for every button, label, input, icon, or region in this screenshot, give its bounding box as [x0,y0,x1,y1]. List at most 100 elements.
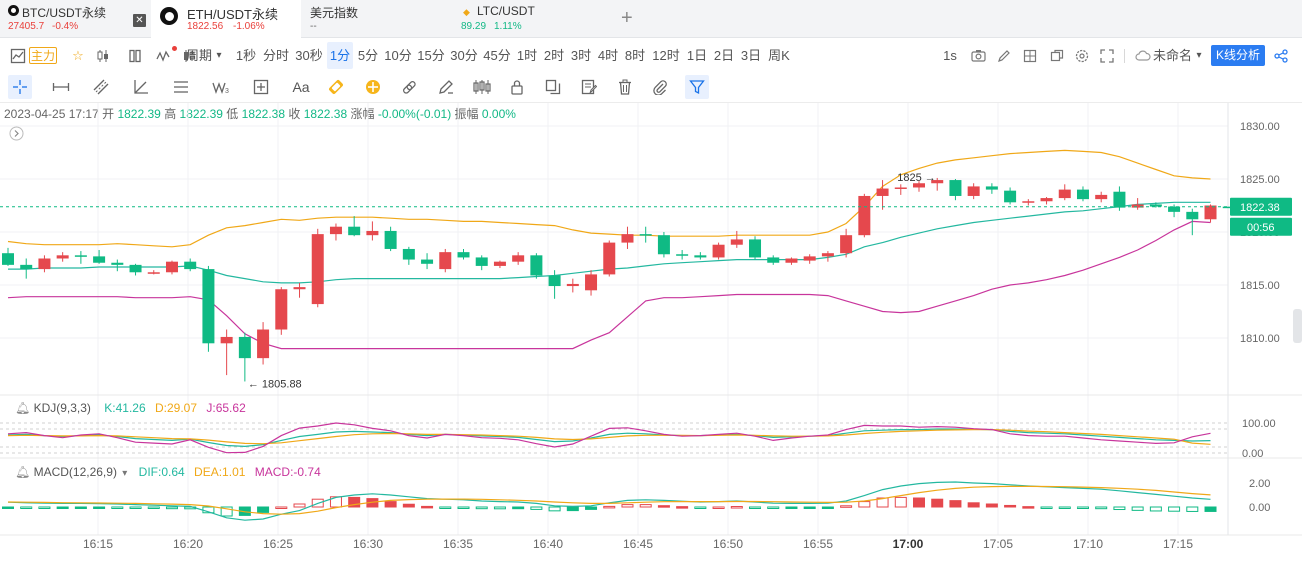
macd-bar [694,506,707,509]
crosshair-icon[interactable] [8,75,32,99]
notes-icon[interactable] [577,75,601,99]
edit-icon[interactable] [994,42,1014,69]
pen-tool-icon[interactable] [434,75,458,99]
indicator-icon[interactable] [153,42,173,69]
parallel-channel-icon[interactable] [89,75,113,99]
layout-chevron-down-icon[interactable]: ▾ [1196,50,1202,61]
interval-10[interactable]: 2时 [543,48,565,63]
main-force-button[interactable]: 主力 [29,47,57,64]
interval-12[interactable]: 4时 [597,48,619,63]
chevron-down-icon[interactable]: ▾ [216,50,222,61]
lock-icon[interactable] [505,75,529,99]
cloud-icon[interactable] [1133,42,1153,69]
tab-btc[interactable]: BTC/USDT永续 27405.7 -0.4% ✕ [0,0,150,38]
macd-chevron-down-icon[interactable]: ▾ [122,468,128,479]
side-scroll-handle[interactable] [1293,309,1302,343]
ruler-icon[interactable] [361,75,385,99]
macd-name[interactable]: MACD(12,26,9) [33,465,117,479]
macd-bar [1168,506,1181,512]
interval-16[interactable]: 2日 [713,48,735,63]
interval-7[interactable]: 30分 [450,48,478,63]
kdj-name[interactable]: KDJ(9,3,3) [33,401,91,415]
link-icon[interactable] [397,75,421,99]
interval-13[interactable]: 8时 [624,48,646,63]
fullscreen-icon[interactable] [1097,42,1117,69]
tab-eth-price: 1822.56 [187,21,224,32]
add-tab-icon[interactable]: + [621,7,633,29]
macd-bar [712,506,725,509]
magnet-icon[interactable] [324,75,348,99]
delete-icon[interactable] [613,75,637,99]
bell-icon[interactable]: 🔔︎ [15,465,31,479]
candles-icon[interactable] [93,42,113,69]
settings-icon[interactable] [1072,42,1092,69]
close-value: 1822.38 [303,107,348,121]
attach-icon[interactable] [648,75,672,99]
candle [439,252,452,270]
interval-11[interactable]: 3时 [570,48,592,63]
macd-bar [1004,504,1017,508]
text-tool[interactable]: Aa [292,79,310,95]
candle [657,235,670,255]
close-label: 收 [288,107,301,121]
macd-bar [821,506,834,509]
copy-icon[interactable] [541,75,565,99]
interval-18[interactable]: 周K [768,48,790,63]
candle [1168,206,1181,212]
macd-bar [1186,506,1199,512]
chart-type-icon[interactable] [8,42,28,69]
horizontal-line-icon[interactable] [49,75,73,99]
layout-name[interactable]: 未命名 [1153,48,1193,63]
macd-bar [621,504,634,508]
macd-bar [530,506,543,510]
interval-2[interactable]: 30秒 [295,48,323,63]
candle [293,287,306,290]
interval-15[interactable]: 1日 [686,48,708,63]
grid-icon[interactable] [1020,42,1040,69]
bell-icon[interactable]: 🔔︎ [15,401,31,415]
interval-1[interactable]: 分时 [262,48,289,63]
candle [639,234,652,236]
amplitude-value: 0.00% [481,107,516,121]
fib-lines-icon[interactable] [169,75,193,99]
layout-icon[interactable] [125,42,145,69]
interval-6[interactable]: 15分 [417,48,445,63]
kdj-j-line [7,422,1211,454]
period-icon[interactable] [179,42,199,69]
wave-tool-icon[interactable]: 3 [209,75,233,99]
candle [621,234,634,243]
camera-icon[interactable] [968,42,988,69]
macd-bar [1076,506,1089,509]
kline-analysis-button[interactable]: K线分析 [1211,45,1265,66]
close-tab-icon[interactable]: ✕ [133,14,146,27]
filter-icon[interactable] [685,75,709,99]
candle [366,230,379,236]
kline-style-icon[interactable] [470,75,494,99]
time-tick-label: 16:25 [263,537,293,551]
compare-icon[interactable] [1047,42,1067,69]
tab-ltc[interactable]: ◆ LTC/USDT 89.29 1.11% [453,0,603,38]
kdj-legend: 🔔︎ KDJ(9,3,3) K:41.26 D:29.07 J:65.62 [15,401,246,415]
candle [894,187,907,189]
period-label[interactable]: 周期 [185,48,212,63]
tab-eth[interactable]: ETH/USDT永续 1822.56 -1.06% [151,0,301,39]
tab-usd-index[interactable]: 美元指数 -- [302,0,452,38]
star-icon[interactable]: ☆ [72,48,84,63]
share-icon[interactable] [1271,42,1291,69]
seconds-toggle[interactable]: 1s [943,48,957,63]
add-shape-icon[interactable] [249,75,273,99]
interval-17[interactable]: 3日 [740,48,762,63]
interval-3[interactable]: 1分 [327,42,353,69]
kdj-tick-label: 100.00 [1242,418,1276,430]
price-chart[interactable]: 1830.001825.001820.001815.001810.001822.… [0,103,1302,561]
macd-bar [785,506,798,509]
upper-band-line [7,149,1211,248]
interval-4[interactable]: 5分 [357,48,379,63]
interval-0[interactable]: 1秒 [235,48,257,63]
collapse-indicators-icon[interactable] [9,126,24,141]
interval-14[interactable]: 12时 [652,48,680,63]
interval-9[interactable]: 1时 [516,48,538,63]
interval-8[interactable]: 45分 [483,48,511,63]
interval-5[interactable]: 10分 [384,48,412,63]
angle-tool-icon[interactable] [129,75,153,99]
